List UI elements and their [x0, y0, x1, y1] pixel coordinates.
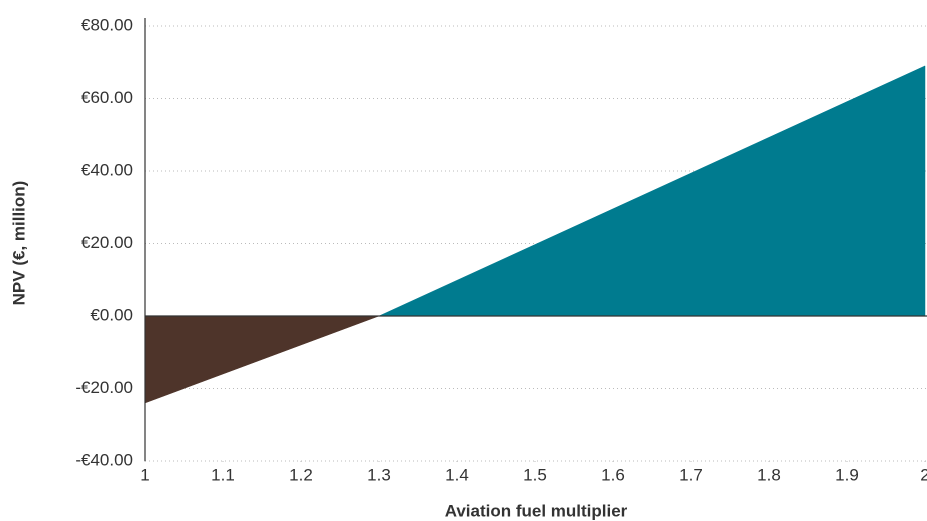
x-tick-label: 1.7 — [679, 465, 703, 484]
x-tick-label: 1.9 — [835, 465, 859, 484]
y-tick-label: €40.00 — [81, 160, 133, 179]
y-tick-label: €60.00 — [81, 88, 133, 107]
x-tick-label: 1.6 — [601, 465, 625, 484]
x-tick-label: 1.5 — [523, 465, 547, 484]
x-tick-label: 1.2 — [289, 465, 313, 484]
x-tick-label: 1.1 — [211, 465, 235, 484]
x-tick-label: 1.8 — [757, 465, 781, 484]
x-tick-label: 1.4 — [445, 465, 469, 484]
x-tick-label: 1.3 — [367, 465, 391, 484]
x-axis-title: Aviation fuel multiplier — [445, 501, 628, 520]
x-tick-label: 1 — [140, 465, 149, 484]
y-tick-label: €0.00 — [90, 305, 133, 324]
area-segment — [144, 315, 380, 404]
y-tick-label: -€40.00 — [75, 450, 133, 469]
y-axis-title: NPV (€, million) — [9, 181, 28, 306]
y-tick-label: €80.00 — [81, 15, 133, 34]
x-tick-label: 2 — [920, 465, 927, 484]
y-tick-label: -€20.00 — [75, 378, 133, 397]
y-tick-label: €20.00 — [81, 233, 133, 252]
area-segment — [378, 65, 926, 317]
